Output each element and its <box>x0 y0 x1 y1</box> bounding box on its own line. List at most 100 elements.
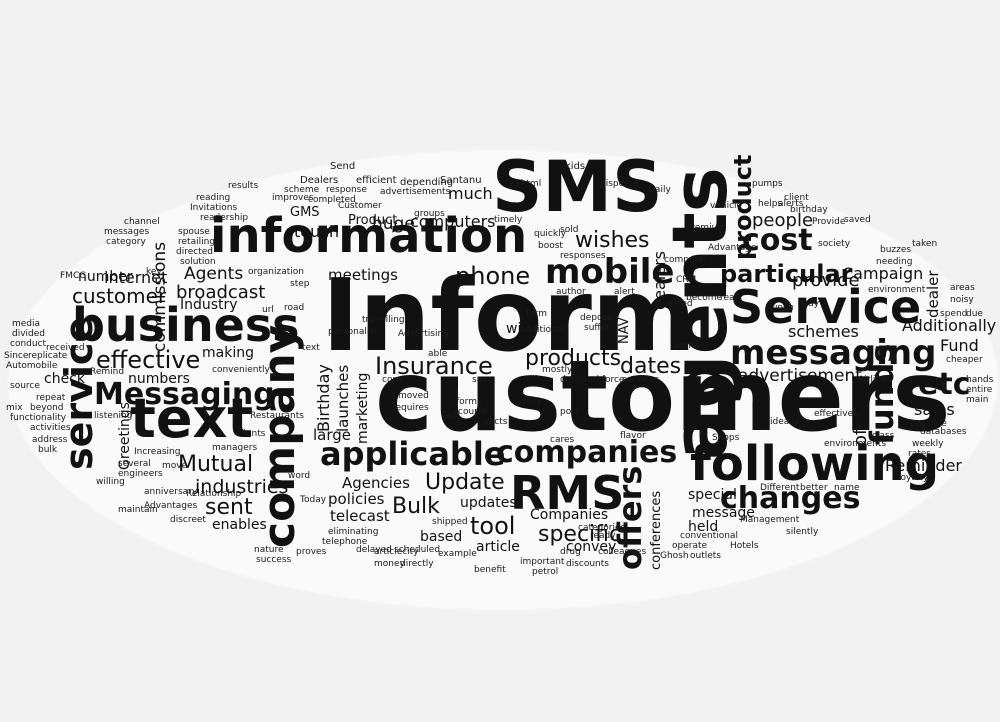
word-needing: needing <box>876 257 913 267</box>
word-advantage: Advantage <box>708 243 757 253</box>
word-sales: sales <box>914 400 955 419</box>
word-fad: fad <box>442 411 457 421</box>
word-marketing: marketing <box>355 372 371 444</box>
word-shipped: shipped <box>432 517 468 527</box>
word-computers: computers <box>410 212 496 231</box>
word-weekly: weekly <box>912 439 944 449</box>
word-success: success <box>256 555 292 565</box>
word-category: category <box>106 237 146 247</box>
word-birthday: Birthday <box>314 364 333 432</box>
word-helps: helps <box>758 199 783 209</box>
word-road: road <box>284 303 305 313</box>
word-invitations: Invitations <box>190 203 238 213</box>
word-dealer: dealer <box>924 270 942 318</box>
word-products: products <box>525 346 622 371</box>
word-noisy: noisy <box>950 295 974 305</box>
word-broadcast: broadcast <box>176 282 266 303</box>
word-special: special <box>688 487 737 503</box>
word-additionally: Additionally <box>902 316 997 335</box>
word-personalize: personalize <box>328 327 380 337</box>
word-beyond: beyond <box>30 403 64 413</box>
word-articlecity: articlecity <box>374 547 419 557</box>
word-directed: directed <box>176 247 213 257</box>
word-real: real <box>720 293 738 303</box>
word-held: held <box>688 519 719 535</box>
word-dealers-cap: Dealers <box>300 175 339 186</box>
word-suffer: suffer <box>584 323 610 333</box>
word-changes: changes <box>720 481 861 516</box>
word-maintain: maintain <box>118 505 158 515</box>
word-eliminating: eliminating <box>328 527 379 537</box>
word-form: form <box>526 309 547 319</box>
word-quickly: quickly <box>534 229 566 239</box>
word-customer: customer <box>72 284 167 308</box>
word-disperse: disperse <box>600 179 639 189</box>
word-update: Update <box>425 470 505 495</box>
word-effective: effective <box>96 346 201 374</box>
word-able: able <box>428 349 448 359</box>
word-ghosh: Ghosh <box>660 551 689 561</box>
word-wishes: wishes <box>575 228 650 253</box>
word-spend: spend <box>940 309 968 319</box>
word-meetings: meetings <box>328 266 398 284</box>
word-messaging: messaging <box>730 333 937 373</box>
word-today: Today <box>300 495 327 505</box>
word-shtml: shtml <box>516 179 542 189</box>
word-arena: arena <box>674 341 700 351</box>
word-received: received <box>46 343 85 353</box>
word-mutual: Mutual <box>178 452 254 477</box>
word-organization: organization <box>248 267 304 277</box>
word-advertising: Advertising <box>398 329 449 339</box>
word-relationship: Relationship <box>186 489 242 499</box>
word-entire: entire <box>966 385 993 395</box>
word-companies-cap: Companies <box>530 507 609 523</box>
word-groups: groups <box>414 209 445 219</box>
word-drug: drug <box>560 547 581 557</box>
word-reading: reading <box>196 193 231 203</box>
word-service: service <box>57 316 101 470</box>
word-spouse: spouse <box>178 227 210 237</box>
word-word: word <box>288 471 311 481</box>
word-vehicle: vehicle <box>710 201 743 211</box>
word-boost: boost <box>538 241 563 251</box>
word-mostly: mostly <box>542 365 573 375</box>
word-campaign: Campaign <box>842 264 924 283</box>
word-agents-cap: Agents <box>184 264 244 284</box>
word-cost: cost <box>742 223 813 258</box>
word-messaging-cap: Messaging <box>94 377 275 412</box>
word-shops: Shops <box>712 433 740 443</box>
word-schemes: schemes <box>788 322 859 341</box>
word-alert: alert <box>614 287 635 297</box>
word-delayed: delayed <box>356 545 392 555</box>
word-environments: environments <box>824 439 887 449</box>
word-anniversary: anniversary <box>144 487 198 497</box>
word-service-cap: Service <box>730 280 922 334</box>
word-industry: Industry <box>180 297 238 313</box>
word-large: large <box>313 426 352 444</box>
word-premium: Premium <box>686 223 727 233</box>
word-sold: sold <box>560 225 579 235</box>
word-retailing: retailing <box>178 237 216 247</box>
word-source: source <box>10 381 40 391</box>
word-fund: Fund <box>940 336 979 355</box>
word-class: class <box>872 431 895 441</box>
word-mix: mix <box>6 403 23 413</box>
word-name: name <box>834 483 860 493</box>
word-customers: customers <box>375 340 951 454</box>
word-possible: possible <box>910 419 947 429</box>
word-agents: agents <box>655 167 744 460</box>
word-industries: industries <box>195 476 289 498</box>
word-alerts: alerts <box>778 199 804 209</box>
word-birthday-lower: birthday <box>790 205 828 215</box>
word-restaurants: Restaurants <box>250 411 304 421</box>
word-different: Different <box>760 483 800 493</box>
word-launches: launches <box>334 364 352 432</box>
word-agencies: Agencies <box>342 474 410 492</box>
word-better: better <box>800 483 828 493</box>
word-updates: updates <box>460 495 517 511</box>
word-based: based <box>420 529 463 545</box>
word-making: making <box>202 345 254 361</box>
word-bulk: Bulk <box>392 494 440 519</box>
word-mobile: mobile <box>545 252 675 292</box>
